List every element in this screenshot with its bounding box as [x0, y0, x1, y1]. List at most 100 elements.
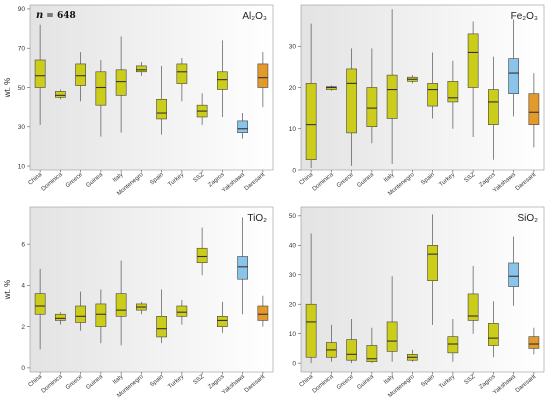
box-zagros — [488, 56, 499, 160]
x-tick-label: Spain — [420, 374, 436, 388]
box-body — [55, 313, 66, 321]
box-body — [366, 87, 378, 127]
x-tick-label: Italy — [383, 172, 395, 184]
box-ssz — [467, 265, 479, 334]
box-greece — [75, 291, 86, 331]
x-tick-label: China — [299, 374, 315, 389]
y-tick-label: 10 — [18, 163, 26, 170]
box-greece — [346, 318, 357, 364]
n-value: = 648 — [46, 11, 75, 21]
box-body — [196, 247, 208, 263]
box-body — [217, 71, 228, 90]
x-tick-label: Greece — [65, 172, 84, 190]
y-tick-label: 30 — [289, 44, 297, 51]
box-ssz — [467, 21, 479, 137]
y-tick-label: 2 — [21, 324, 25, 331]
x-tick-label: Daresarit — [244, 172, 267, 192]
box-body — [528, 336, 540, 349]
plot-area — [29, 206, 274, 373]
y-tick-label: 20 — [289, 302, 297, 309]
box-body — [136, 65, 147, 73]
x-tick-label: Daresarit — [244, 374, 267, 394]
x-tick-label: Turkey — [438, 172, 456, 188]
box-body — [427, 245, 438, 281]
box-body — [55, 91, 66, 98]
plot-area — [300, 4, 545, 171]
box-montenegro — [136, 61, 147, 76]
x-tick-label: China — [299, 172, 315, 187]
box-body — [488, 323, 499, 346]
box-body — [115, 293, 127, 317]
x-tick-label: Guinea — [356, 172, 375, 189]
box-zagros — [217, 301, 228, 333]
panel-title: Al₂O₃ — [242, 11, 267, 22]
box-dominica — [326, 85, 337, 91]
box-guinea — [366, 48, 378, 144]
y-tick-label: 10 — [289, 126, 297, 133]
box-yakshawa — [508, 19, 519, 117]
y-axis-label: wt. % — [3, 78, 12, 99]
box-daresarit — [257, 52, 269, 108]
box-body — [447, 336, 459, 354]
x-tick-label: Daresarit — [515, 374, 538, 394]
box-body — [217, 316, 228, 327]
box-guinea — [95, 289, 107, 344]
box-body — [95, 303, 107, 327]
x-tick-label: Yakshawa — [221, 374, 246, 397]
y-tick-label: 50 — [289, 213, 297, 220]
x-tick-label: Yakshawa — [492, 374, 517, 397]
box-italy — [115, 36, 127, 133]
x-tick-label: Spain — [149, 172, 165, 186]
n-prefix: n — [36, 10, 43, 21]
y-tick-label: 30 — [18, 124, 26, 131]
x-tick-label: China — [28, 172, 44, 187]
box-body — [34, 293, 46, 315]
box-guinea — [95, 60, 107, 137]
box-body — [386, 74, 398, 119]
box-body — [346, 339, 357, 361]
box-body — [257, 305, 269, 321]
x-tick-label: Dominica — [312, 172, 336, 193]
box-dominica — [55, 89, 66, 100]
box-body — [467, 33, 479, 88]
box-spain — [156, 65, 167, 135]
y-axis-label: wt. % — [3, 280, 12, 301]
y-tick-label: 0 — [292, 167, 296, 174]
box-body — [237, 256, 248, 280]
box-daresarit — [528, 327, 540, 355]
box-body — [34, 59, 46, 88]
box-body — [305, 303, 317, 358]
plot-area — [300, 206, 545, 373]
y-tick-label: 70 — [18, 46, 26, 53]
box-china — [305, 23, 317, 168]
x-tick-label: Greece — [65, 374, 84, 392]
box-yakshawa — [237, 113, 248, 139]
box-body — [447, 81, 459, 103]
box-china — [34, 24, 46, 125]
panel-title: Fe₂O₃ — [511, 11, 538, 22]
box-body — [176, 63, 188, 84]
box-body — [508, 262, 519, 287]
box-body — [75, 63, 86, 86]
box-body — [427, 83, 438, 107]
y-tick-label: 50 — [18, 85, 26, 92]
box-daresarit — [257, 295, 269, 327]
box-body — [366, 345, 378, 362]
box-yakshawa — [237, 217, 248, 315]
x-tick-label: Italy — [112, 374, 124, 386]
x-tick-label: Greece — [336, 374, 355, 392]
box-zagros — [488, 301, 499, 358]
panel-title: SiO₂ — [517, 213, 538, 224]
x-tick-label: Zagros — [478, 172, 496, 189]
box-body — [346, 68, 357, 134]
box-body — [508, 58, 519, 94]
x-tick-label: SSZ — [193, 172, 206, 184]
box-china — [34, 268, 46, 350]
box-body — [488, 89, 499, 125]
x-tick-label: Greece — [336, 172, 355, 190]
y-tick-label: 0 — [292, 360, 296, 367]
box-montenegro — [136, 301, 147, 315]
